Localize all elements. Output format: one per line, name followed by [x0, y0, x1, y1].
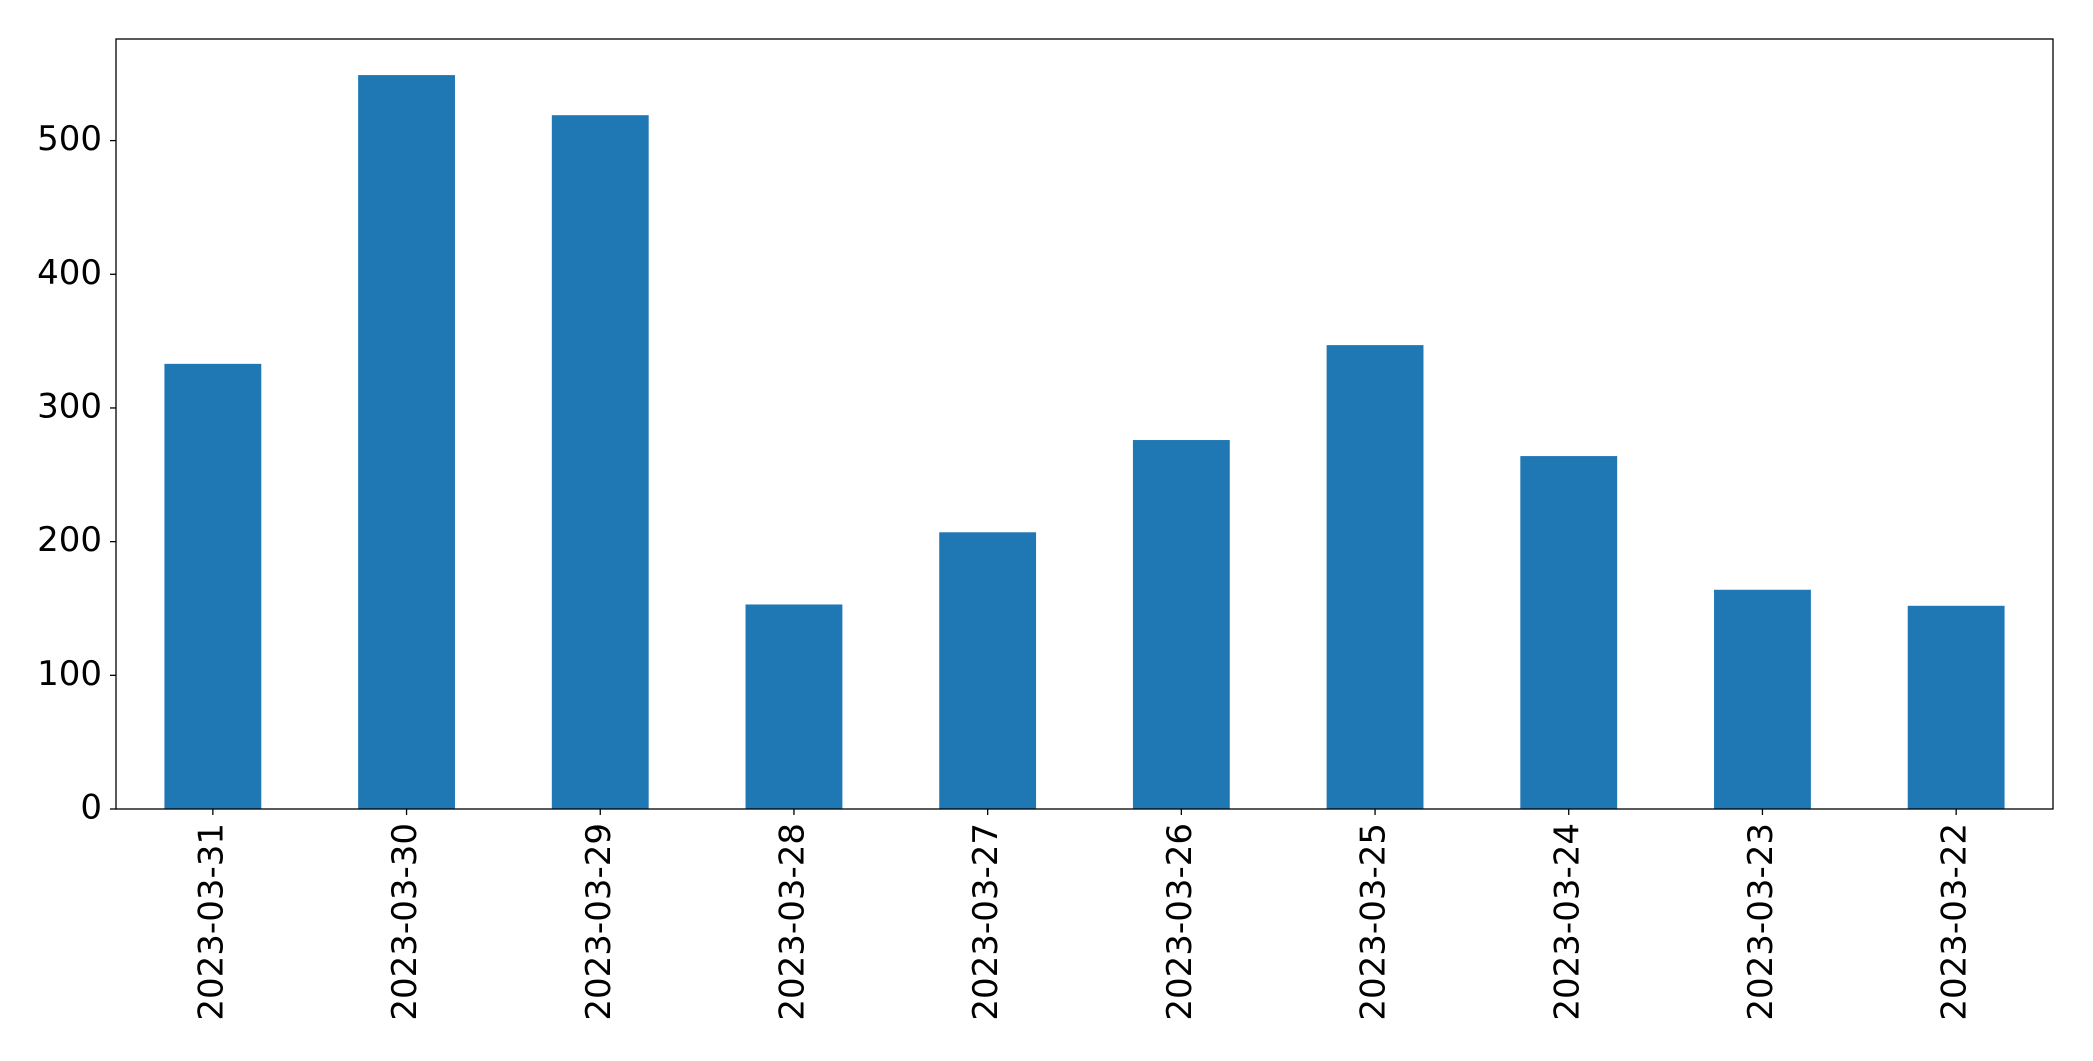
bar	[1520, 456, 1618, 809]
y-tick-label: 200	[37, 520, 102, 560]
bar	[358, 75, 455, 809]
y-tick-label: 400	[37, 253, 102, 293]
x-tick-label: 2023-03-27	[966, 823, 1006, 1021]
y-tick-label: 0	[80, 788, 102, 828]
bar	[1326, 345, 1424, 809]
bar	[551, 115, 649, 809]
x-tick-label: 2023-03-28	[772, 823, 812, 1021]
x-tick-label: 2023-03-29	[579, 823, 619, 1021]
x-tick-label: 2023-03-26	[1160, 823, 1200, 1021]
bar	[745, 604, 843, 809]
x-tick-label: 2023-03-31	[191, 823, 231, 1021]
bar	[164, 363, 262, 809]
bar	[1907, 605, 2005, 809]
bar	[939, 532, 1037, 809]
y-tick-label: 500	[37, 119, 102, 159]
x-tick-label: 2023-03-22	[1935, 823, 1975, 1021]
x-tick-label: 2023-03-30	[385, 823, 425, 1021]
y-tick-label: 300	[37, 386, 102, 426]
x-tick-label: 2023-03-25	[1354, 823, 1394, 1021]
y-tick-label: 100	[37, 654, 102, 694]
bar	[1132, 440, 1230, 809]
bar	[1714, 589, 1811, 809]
x-tick-label: 2023-03-24	[1547, 823, 1587, 1021]
plot-frame	[115, 38, 2054, 810]
x-tick-label: 2023-03-23	[1741, 823, 1781, 1021]
